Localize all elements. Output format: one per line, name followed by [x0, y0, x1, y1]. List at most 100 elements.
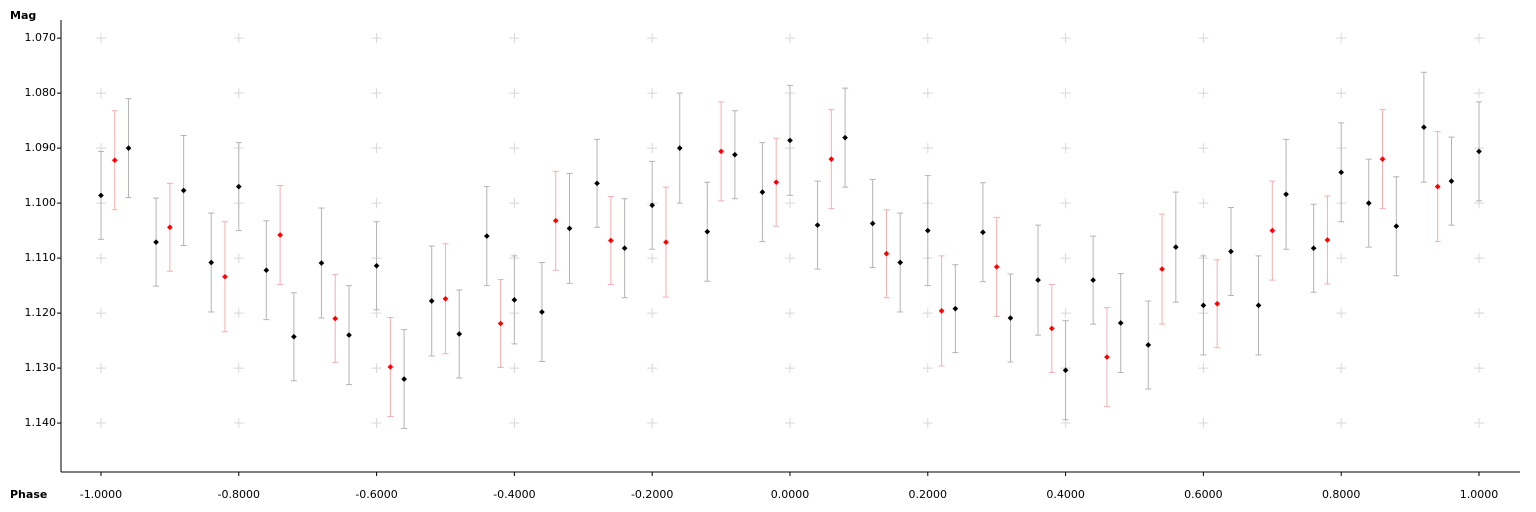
- grid-cross: [1060, 33, 1071, 44]
- data-point: [1269, 227, 1276, 234]
- data-point: [566, 225, 573, 232]
- grid-cross: [95, 418, 106, 429]
- data-point: [924, 227, 931, 234]
- data-point: [1062, 367, 1069, 374]
- data-point: [594, 180, 600, 187]
- y-tick-label: 1.090: [25, 141, 57, 154]
- data-point: [373, 262, 380, 269]
- grid-cross: [95, 88, 106, 99]
- data-point: [442, 295, 449, 302]
- data-point: [718, 148, 724, 155]
- y-tick-label: 1.110: [25, 251, 57, 264]
- y-axis-label: Mag: [10, 9, 36, 22]
- grid-cross: [1474, 33, 1484, 44]
- grid-cross: [233, 253, 244, 264]
- grid-cross: [922, 33, 933, 44]
- grid-cross: [647, 308, 658, 319]
- grid-cross: [371, 363, 382, 374]
- data-point: [497, 320, 504, 327]
- data-point: [111, 157, 118, 164]
- grid-cross: [233, 88, 244, 99]
- grid-cross: [1336, 33, 1347, 44]
- grid-cross: [1336, 253, 1347, 264]
- data-point: [1324, 237, 1331, 243]
- data-point: [1448, 178, 1455, 184]
- y-tick-label: 1.080: [25, 86, 57, 99]
- data-point: [401, 376, 407, 382]
- grid-cross: [647, 33, 658, 44]
- data-point: [222, 273, 228, 280]
- x-tick-label: -0.2000: [631, 488, 673, 501]
- data-point: [842, 134, 848, 141]
- data-point: [938, 308, 945, 314]
- data-point: [539, 309, 545, 315]
- data-point: [883, 250, 890, 257]
- x-tick-label: 0.6000: [1184, 488, 1223, 501]
- y-tick-label: 1.130: [25, 361, 57, 374]
- grid-cross: [1474, 418, 1484, 429]
- data-point: [1200, 302, 1207, 309]
- data-point: [828, 156, 835, 162]
- grid-cross: [1060, 88, 1071, 99]
- data-point: [649, 202, 656, 209]
- data-point: [1035, 277, 1041, 283]
- data-point: [1048, 325, 1055, 332]
- grid-cross: [1060, 198, 1071, 209]
- grid-cross: [509, 198, 520, 209]
- grid-cross: [647, 88, 658, 99]
- data-point: [1476, 148, 1482, 155]
- data-point: [235, 183, 242, 190]
- grid-cross: [1060, 253, 1071, 264]
- data-point: [773, 179, 780, 186]
- y-tick-label: 1.140: [25, 416, 57, 429]
- grid-cross: [922, 363, 933, 374]
- grid-cross: [1336, 88, 1347, 99]
- data-point: [952, 305, 959, 312]
- data-point: [552, 217, 559, 224]
- data-point: [428, 298, 435, 304]
- data-point: [1379, 156, 1386, 162]
- x-tick-label: 0.2000: [909, 488, 948, 501]
- data-point: [277, 232, 283, 238]
- data-point: [1393, 223, 1400, 230]
- x-tick-label: 0.4000: [1046, 488, 1085, 501]
- grid-cross: [509, 143, 520, 154]
- data-point: [1228, 248, 1234, 255]
- data-point: [1159, 266, 1165, 272]
- grid-cross: [95, 308, 106, 319]
- grid-cross: [1198, 33, 1209, 44]
- x-tick-label: 1.0000: [1460, 488, 1499, 501]
- data-point: [869, 220, 876, 227]
- grid-cross: [1198, 143, 1209, 154]
- data-point: [1365, 200, 1372, 206]
- data-point: [167, 224, 173, 231]
- grid-cross: [922, 143, 933, 154]
- data-point: [263, 267, 270, 274]
- x-tick-label: -0.8000: [218, 488, 260, 501]
- grid-cross: [233, 308, 244, 319]
- data-point: [759, 189, 766, 195]
- grid-cross: [784, 33, 795, 44]
- data-point: [387, 364, 394, 370]
- x-tick-label: -0.4000: [493, 488, 535, 501]
- grid-cross: [784, 363, 795, 374]
- data-point: [98, 192, 104, 199]
- x-tick-label: -0.6000: [355, 488, 397, 501]
- data-point: [663, 239, 669, 245]
- grid-cross: [784, 253, 795, 264]
- grid-cross: [1474, 253, 1484, 264]
- grid-cross: [647, 418, 658, 429]
- grid-cross: [371, 418, 382, 429]
- data-point: [1214, 300, 1221, 307]
- data-point: [332, 315, 339, 322]
- grid-cross: [371, 143, 382, 154]
- data-point: [608, 237, 614, 244]
- grid-cross: [1060, 143, 1071, 154]
- data-point: [993, 264, 1000, 270]
- data-point: [1421, 124, 1427, 131]
- grid-cross: [784, 418, 795, 429]
- grid-cross: [371, 88, 382, 99]
- x-tick-label: -1.0000: [80, 488, 122, 501]
- grid-cross: [1336, 418, 1347, 429]
